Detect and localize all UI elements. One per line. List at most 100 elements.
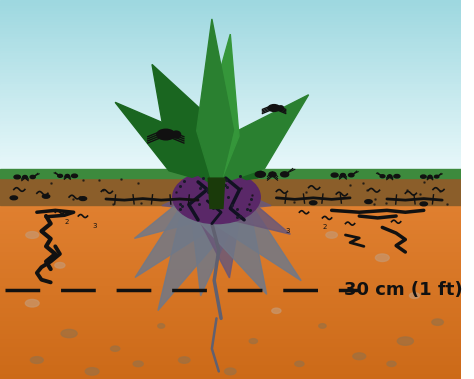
Bar	[0, 370, 461, 374]
Bar	[0, 279, 461, 283]
Bar	[0, 34, 461, 36]
Bar	[0, 335, 461, 340]
Bar	[0, 235, 461, 240]
Polygon shape	[210, 121, 281, 183]
Bar	[0, 146, 461, 149]
Ellipse shape	[278, 106, 283, 110]
Bar	[0, 141, 461, 143]
Ellipse shape	[55, 262, 65, 268]
Bar	[0, 81, 461, 85]
Bar	[0, 118, 461, 121]
Bar	[0, 169, 461, 178]
Polygon shape	[189, 194, 244, 296]
Ellipse shape	[340, 174, 346, 177]
Bar	[0, 362, 461, 366]
Ellipse shape	[42, 194, 50, 198]
Bar	[0, 366, 461, 370]
Bar	[0, 53, 461, 56]
Ellipse shape	[268, 105, 280, 111]
Bar	[0, 42, 461, 45]
Bar	[0, 152, 461, 155]
Bar	[0, 209, 461, 213]
Polygon shape	[162, 182, 219, 212]
Ellipse shape	[281, 172, 289, 177]
Bar	[0, 155, 461, 157]
Bar	[0, 110, 461, 113]
Polygon shape	[135, 180, 227, 238]
Bar	[0, 331, 461, 335]
Ellipse shape	[23, 175, 27, 179]
Bar	[0, 6, 461, 8]
Bar	[0, 252, 461, 257]
Polygon shape	[152, 64, 227, 182]
Bar	[0, 135, 461, 138]
Ellipse shape	[30, 175, 35, 179]
Ellipse shape	[353, 353, 366, 360]
Bar	[0, 132, 461, 135]
Bar	[0, 327, 461, 331]
Bar	[0, 36, 461, 39]
Ellipse shape	[326, 232, 337, 238]
Bar	[0, 8, 461, 11]
Bar	[0, 292, 461, 296]
Bar	[0, 301, 461, 305]
Ellipse shape	[319, 324, 326, 328]
Bar	[0, 157, 461, 160]
Bar	[0, 163, 461, 166]
Polygon shape	[206, 180, 291, 234]
Ellipse shape	[14, 175, 20, 179]
Bar	[0, 45, 461, 48]
Ellipse shape	[225, 368, 236, 375]
Bar	[0, 129, 461, 132]
Ellipse shape	[331, 173, 338, 177]
Bar	[0, 357, 461, 362]
Bar	[0, 56, 461, 59]
Bar	[0, 3, 461, 6]
Bar	[0, 96, 461, 99]
Ellipse shape	[61, 329, 77, 338]
Polygon shape	[188, 185, 267, 294]
Bar	[0, 305, 461, 309]
Ellipse shape	[432, 319, 443, 325]
Ellipse shape	[272, 308, 281, 313]
Bar	[0, 218, 461, 222]
Text: 3: 3	[285, 228, 290, 234]
Ellipse shape	[173, 171, 260, 224]
Ellipse shape	[58, 174, 63, 177]
Bar	[0, 11, 461, 14]
Bar	[0, 160, 461, 163]
Polygon shape	[158, 185, 245, 310]
Bar	[0, 48, 461, 51]
Bar	[0, 340, 461, 344]
Polygon shape	[189, 194, 244, 278]
Bar	[0, 287, 461, 292]
Text: 2: 2	[64, 219, 69, 225]
Polygon shape	[202, 34, 239, 179]
Ellipse shape	[179, 357, 190, 363]
Bar	[0, 222, 461, 226]
Ellipse shape	[435, 175, 439, 178]
Bar	[0, 344, 461, 349]
Bar	[0, 17, 461, 20]
Ellipse shape	[85, 368, 99, 375]
Bar	[0, 67, 461, 70]
Bar	[0, 104, 461, 107]
Polygon shape	[115, 102, 222, 183]
Polygon shape	[197, 19, 234, 178]
Bar	[0, 143, 461, 146]
Bar	[0, 73, 461, 76]
Ellipse shape	[428, 175, 432, 178]
Ellipse shape	[110, 346, 120, 351]
Bar	[0, 353, 461, 357]
Ellipse shape	[295, 361, 304, 366]
Ellipse shape	[388, 175, 392, 178]
Ellipse shape	[397, 337, 413, 345]
Bar	[0, 178, 461, 205]
Ellipse shape	[72, 174, 77, 178]
Bar	[0, 39, 461, 42]
Ellipse shape	[10, 196, 18, 200]
Bar	[0, 240, 461, 244]
Bar	[0, 90, 461, 93]
Text: 2: 2	[322, 224, 327, 230]
Bar	[0, 70, 461, 73]
